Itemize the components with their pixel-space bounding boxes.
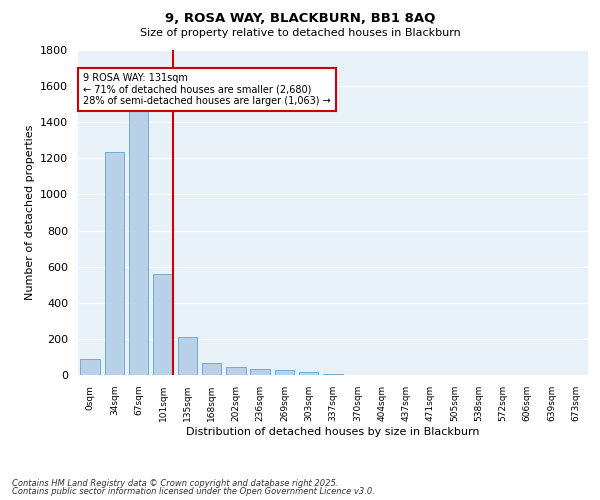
- Bar: [226, 367, 245, 375]
- Bar: [129, 102, 148, 375]
- Bar: [275, 370, 294, 375]
- Text: Size of property relative to detached houses in Blackburn: Size of property relative to detached ho…: [140, 28, 460, 38]
- Bar: [153, 274, 173, 375]
- Bar: [80, 359, 100, 375]
- Bar: [250, 368, 270, 375]
- Text: 9, ROSA WAY, BLACKBURN, BB1 8AQ: 9, ROSA WAY, BLACKBURN, BB1 8AQ: [165, 12, 435, 26]
- Bar: [299, 372, 319, 375]
- Text: Contains HM Land Registry data © Crown copyright and database right 2025.: Contains HM Land Registry data © Crown c…: [12, 478, 338, 488]
- Bar: [202, 364, 221, 375]
- Bar: [178, 337, 197, 375]
- Text: 9 ROSA WAY: 131sqm
← 71% of detached houses are smaller (2,680)
28% of semi-deta: 9 ROSA WAY: 131sqm ← 71% of detached hou…: [83, 72, 331, 106]
- Text: Contains public sector information licensed under the Open Government Licence v3: Contains public sector information licen…: [12, 487, 375, 496]
- X-axis label: Distribution of detached houses by size in Blackburn: Distribution of detached houses by size …: [186, 426, 480, 436]
- Bar: [105, 152, 124, 375]
- Y-axis label: Number of detached properties: Number of detached properties: [25, 125, 35, 300]
- Bar: [323, 374, 343, 375]
